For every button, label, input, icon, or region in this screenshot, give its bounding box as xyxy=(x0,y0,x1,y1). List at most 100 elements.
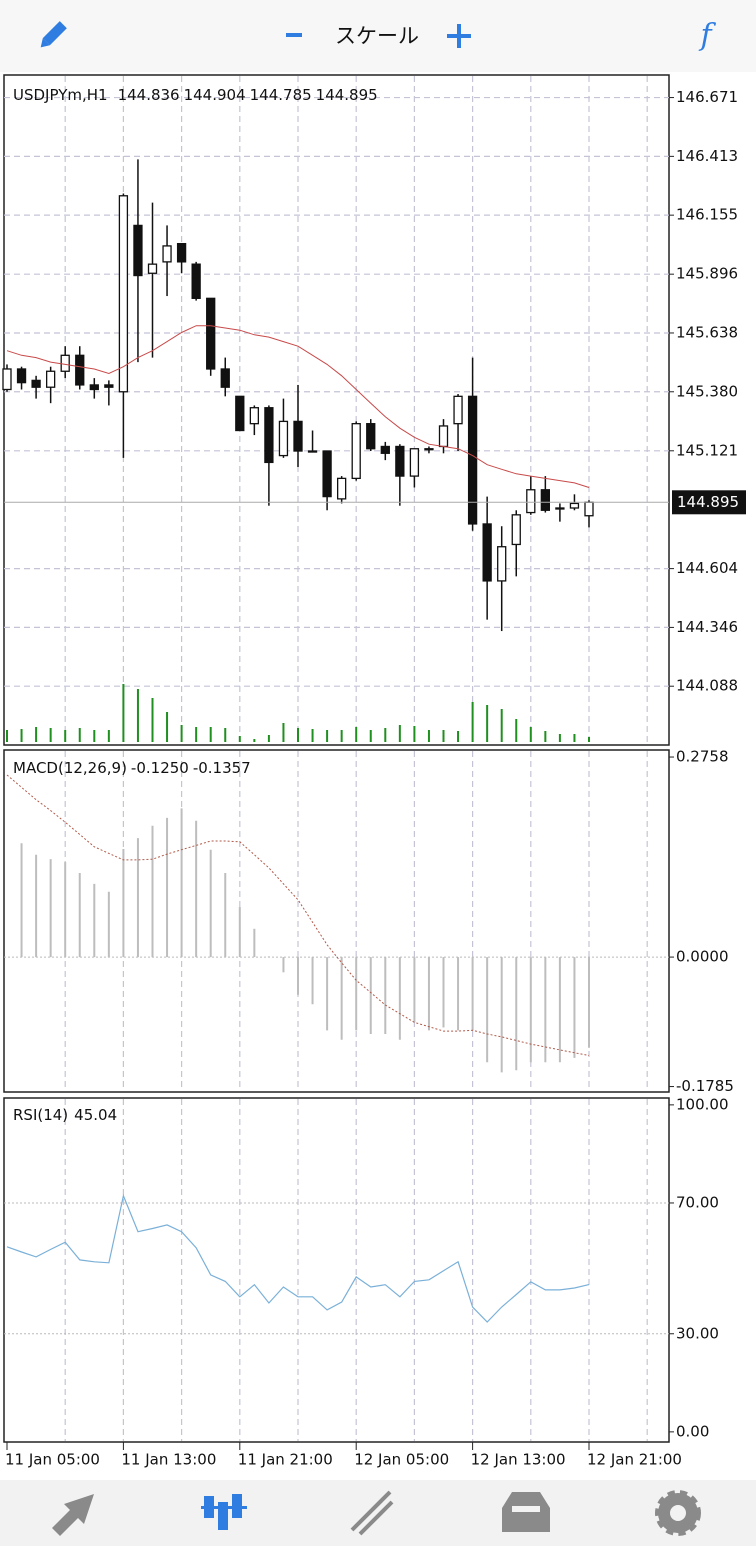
candle-icon xyxy=(218,1502,228,1530)
candle-body xyxy=(133,224,143,277)
candle-body xyxy=(264,407,274,464)
bid-tag xyxy=(672,490,746,515)
candle-body xyxy=(89,384,99,391)
candle-body xyxy=(497,546,507,582)
bid-price: 144.895 xyxy=(677,493,739,511)
pencil-body xyxy=(42,21,67,46)
y-tick-label: -0.1785 xyxy=(676,1077,734,1095)
plus-v xyxy=(457,24,461,48)
nav-history[interactable] xyxy=(502,1492,550,1532)
ohlc-close: 144.895 xyxy=(316,86,378,104)
inbox-slot xyxy=(512,1506,540,1512)
y-tick-label: 144.346 xyxy=(676,618,738,636)
candle-body xyxy=(336,477,347,500)
candle-body xyxy=(278,420,289,457)
trade-icon xyxy=(358,1500,394,1536)
y-tick-label: 144.088 xyxy=(676,677,738,695)
symbol: USDJPYm,H1 xyxy=(13,86,108,104)
candle-body xyxy=(540,489,550,511)
nav-chart[interactable] xyxy=(201,1494,247,1530)
macd-title: MACD(12,26,9) xyxy=(13,759,127,777)
candle-body xyxy=(235,395,245,432)
x-tick-label: 12 Jan 21:00 xyxy=(587,1451,682,1469)
nav-quotes[interactable] xyxy=(52,1494,94,1536)
trade-icon xyxy=(350,1490,392,1532)
quotes-icon xyxy=(52,1494,94,1536)
y-tick-label: 0.0000 xyxy=(676,948,729,966)
signal-line xyxy=(6,774,590,1056)
candle-body xyxy=(395,445,405,477)
candle-body xyxy=(249,407,260,425)
candle-body xyxy=(322,450,332,498)
candle-body xyxy=(467,395,478,525)
candle-body xyxy=(31,379,41,388)
y-tick-label: 70.00 xyxy=(676,1193,719,1211)
candle-body xyxy=(176,242,187,263)
ohlc-open: 144.836 xyxy=(118,86,180,104)
y-tick-label: 144.604 xyxy=(676,559,738,577)
y-tick-label: 30.00 xyxy=(676,1324,719,1342)
panel-frame xyxy=(3,74,670,746)
y-tick-label: 0.00 xyxy=(676,1422,709,1440)
candle-icon xyxy=(201,1506,247,1509)
x-tick-label: 11 Jan 13:00 xyxy=(121,1451,216,1469)
rsi-line xyxy=(6,1193,590,1323)
candle-body xyxy=(118,195,129,393)
macd-header: MACD(12,26,9) -0.1250 -0.1357 xyxy=(13,759,251,777)
candle-body xyxy=(526,489,536,514)
candle-body xyxy=(409,448,420,477)
candle-body xyxy=(351,423,361,480)
candle-body xyxy=(75,354,85,386)
candle-body xyxy=(555,507,565,510)
candle-body xyxy=(16,368,27,384)
y-tick-label: 145.121 xyxy=(676,441,738,459)
gear-hole xyxy=(670,1505,686,1521)
candle-body xyxy=(307,450,318,453)
y-tick-label: 145.896 xyxy=(676,265,738,283)
candle-body xyxy=(366,423,376,450)
nav-settings[interactable] xyxy=(655,1490,701,1536)
candle-body xyxy=(206,297,216,370)
x-tick-label: 12 Jan 05:00 xyxy=(354,1451,449,1469)
candle-body xyxy=(104,384,114,388)
y-tick-label: 0.2758 xyxy=(676,748,729,766)
candle-body xyxy=(2,368,12,391)
ohlc-low: 144.785 xyxy=(250,86,312,104)
edit-button[interactable] xyxy=(37,21,67,51)
candle-body xyxy=(511,514,521,546)
candle-body xyxy=(584,501,594,517)
x-tick-label: 11 Jan 21:00 xyxy=(238,1451,333,1469)
candle-body xyxy=(453,395,463,425)
candle-body xyxy=(380,445,390,454)
candle-body xyxy=(438,425,449,448)
y-tick-label: 146.155 xyxy=(676,206,738,224)
rsi-header: RSI(14) 45.04 xyxy=(13,1106,117,1124)
bottom-nav xyxy=(0,1480,756,1546)
candle-body xyxy=(162,245,172,263)
signal-value: -0.1357 xyxy=(193,759,251,777)
nav-trade[interactable] xyxy=(350,1490,394,1536)
x-tick-label: 12 Jan 13:00 xyxy=(471,1451,566,1469)
candle-body xyxy=(424,448,434,451)
panel-frame xyxy=(3,1097,670,1443)
candle-body xyxy=(293,420,303,452)
top-bar xyxy=(0,0,756,72)
ohlc-high: 144.904 xyxy=(184,86,246,104)
y-tick-label: 145.638 xyxy=(676,323,738,341)
zoom-out-button[interactable] xyxy=(286,33,302,37)
zoom-in-button[interactable] xyxy=(447,24,471,48)
y-tick-label: 145.380 xyxy=(676,382,738,400)
candle-body xyxy=(60,354,70,372)
y-tick-label: 100.00 xyxy=(676,1095,729,1113)
panel-frame xyxy=(3,749,670,1093)
chart-header: USDJPYm,H1 144.836 144.904 144.785 144.895 xyxy=(13,86,378,104)
rsi-title: RSI(14) xyxy=(13,1106,68,1124)
candle-body xyxy=(482,523,492,582)
candle-body xyxy=(147,263,158,274)
x-tick-label: 11 Jan 05:00 xyxy=(5,1451,100,1469)
candle-body xyxy=(569,502,580,509)
candle-body xyxy=(46,370,56,388)
y-tick-label: 146.413 xyxy=(676,147,738,165)
